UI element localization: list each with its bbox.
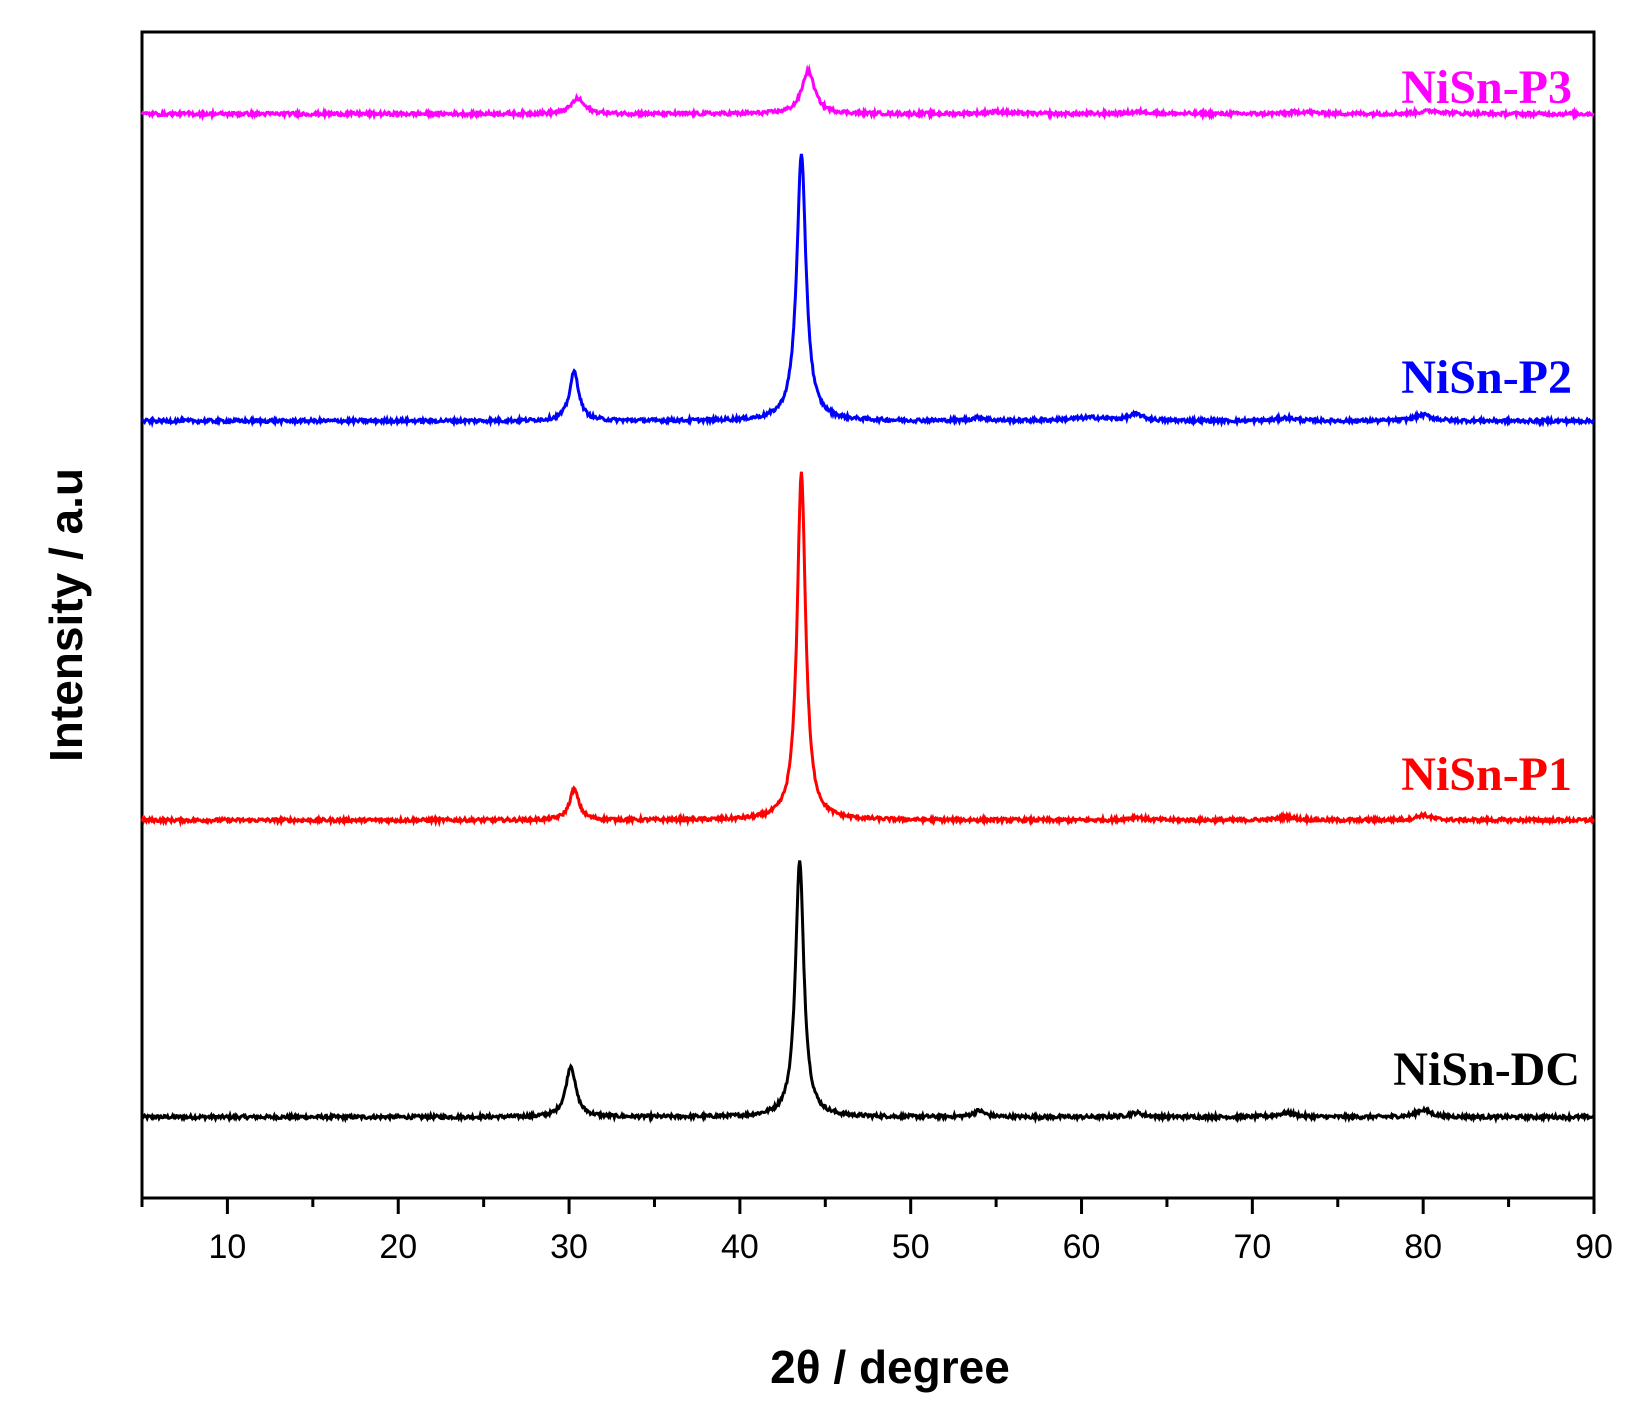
series-label-nisn-p1: NiSn-P1 bbox=[1401, 748, 1572, 801]
series-line-nisn-p2 bbox=[142, 153, 1595, 429]
x-axis-ticks: 10 20 30 40 50 60 70 80 90 bbox=[140, 1198, 1613, 1266]
series-label-nisn-dc: NiSn-DC bbox=[1393, 1043, 1580, 1096]
x-tick-label-30: 30 bbox=[550, 1228, 588, 1266]
plot-frame bbox=[140, 30, 1596, 1200]
x-tick-label-60: 60 bbox=[1063, 1228, 1101, 1266]
y-axis-label: Intensity / a.u bbox=[40, 468, 92, 762]
x-tick-label-50: 50 bbox=[892, 1228, 930, 1266]
series-group bbox=[140, 63, 1596, 1125]
x-tick-label-20: 20 bbox=[379, 1228, 417, 1266]
x-tick-label-10: 10 bbox=[208, 1228, 246, 1266]
x-tick-label-40: 40 bbox=[721, 1228, 759, 1266]
x-tick-label-70: 70 bbox=[1233, 1228, 1271, 1266]
x-tick-label-90: 90 bbox=[1575, 1228, 1613, 1266]
x-tick-label-80: 80 bbox=[1404, 1228, 1442, 1266]
x-axis-label: 2θ / degree bbox=[770, 1341, 1010, 1393]
series-line-nisn-dc bbox=[140, 860, 1596, 1125]
series-line-nisn-p1 bbox=[140, 471, 1595, 828]
series-label-nisn-p3: NiSn-P3 bbox=[1401, 61, 1572, 114]
series-labels: NiSn-DC NiSn-P1 NiSn-P2 NiSn-P3 bbox=[1393, 61, 1580, 1096]
series-label-nisn-p2: NiSn-P2 bbox=[1401, 351, 1572, 404]
series-line-nisn-p3 bbox=[140, 63, 1595, 122]
